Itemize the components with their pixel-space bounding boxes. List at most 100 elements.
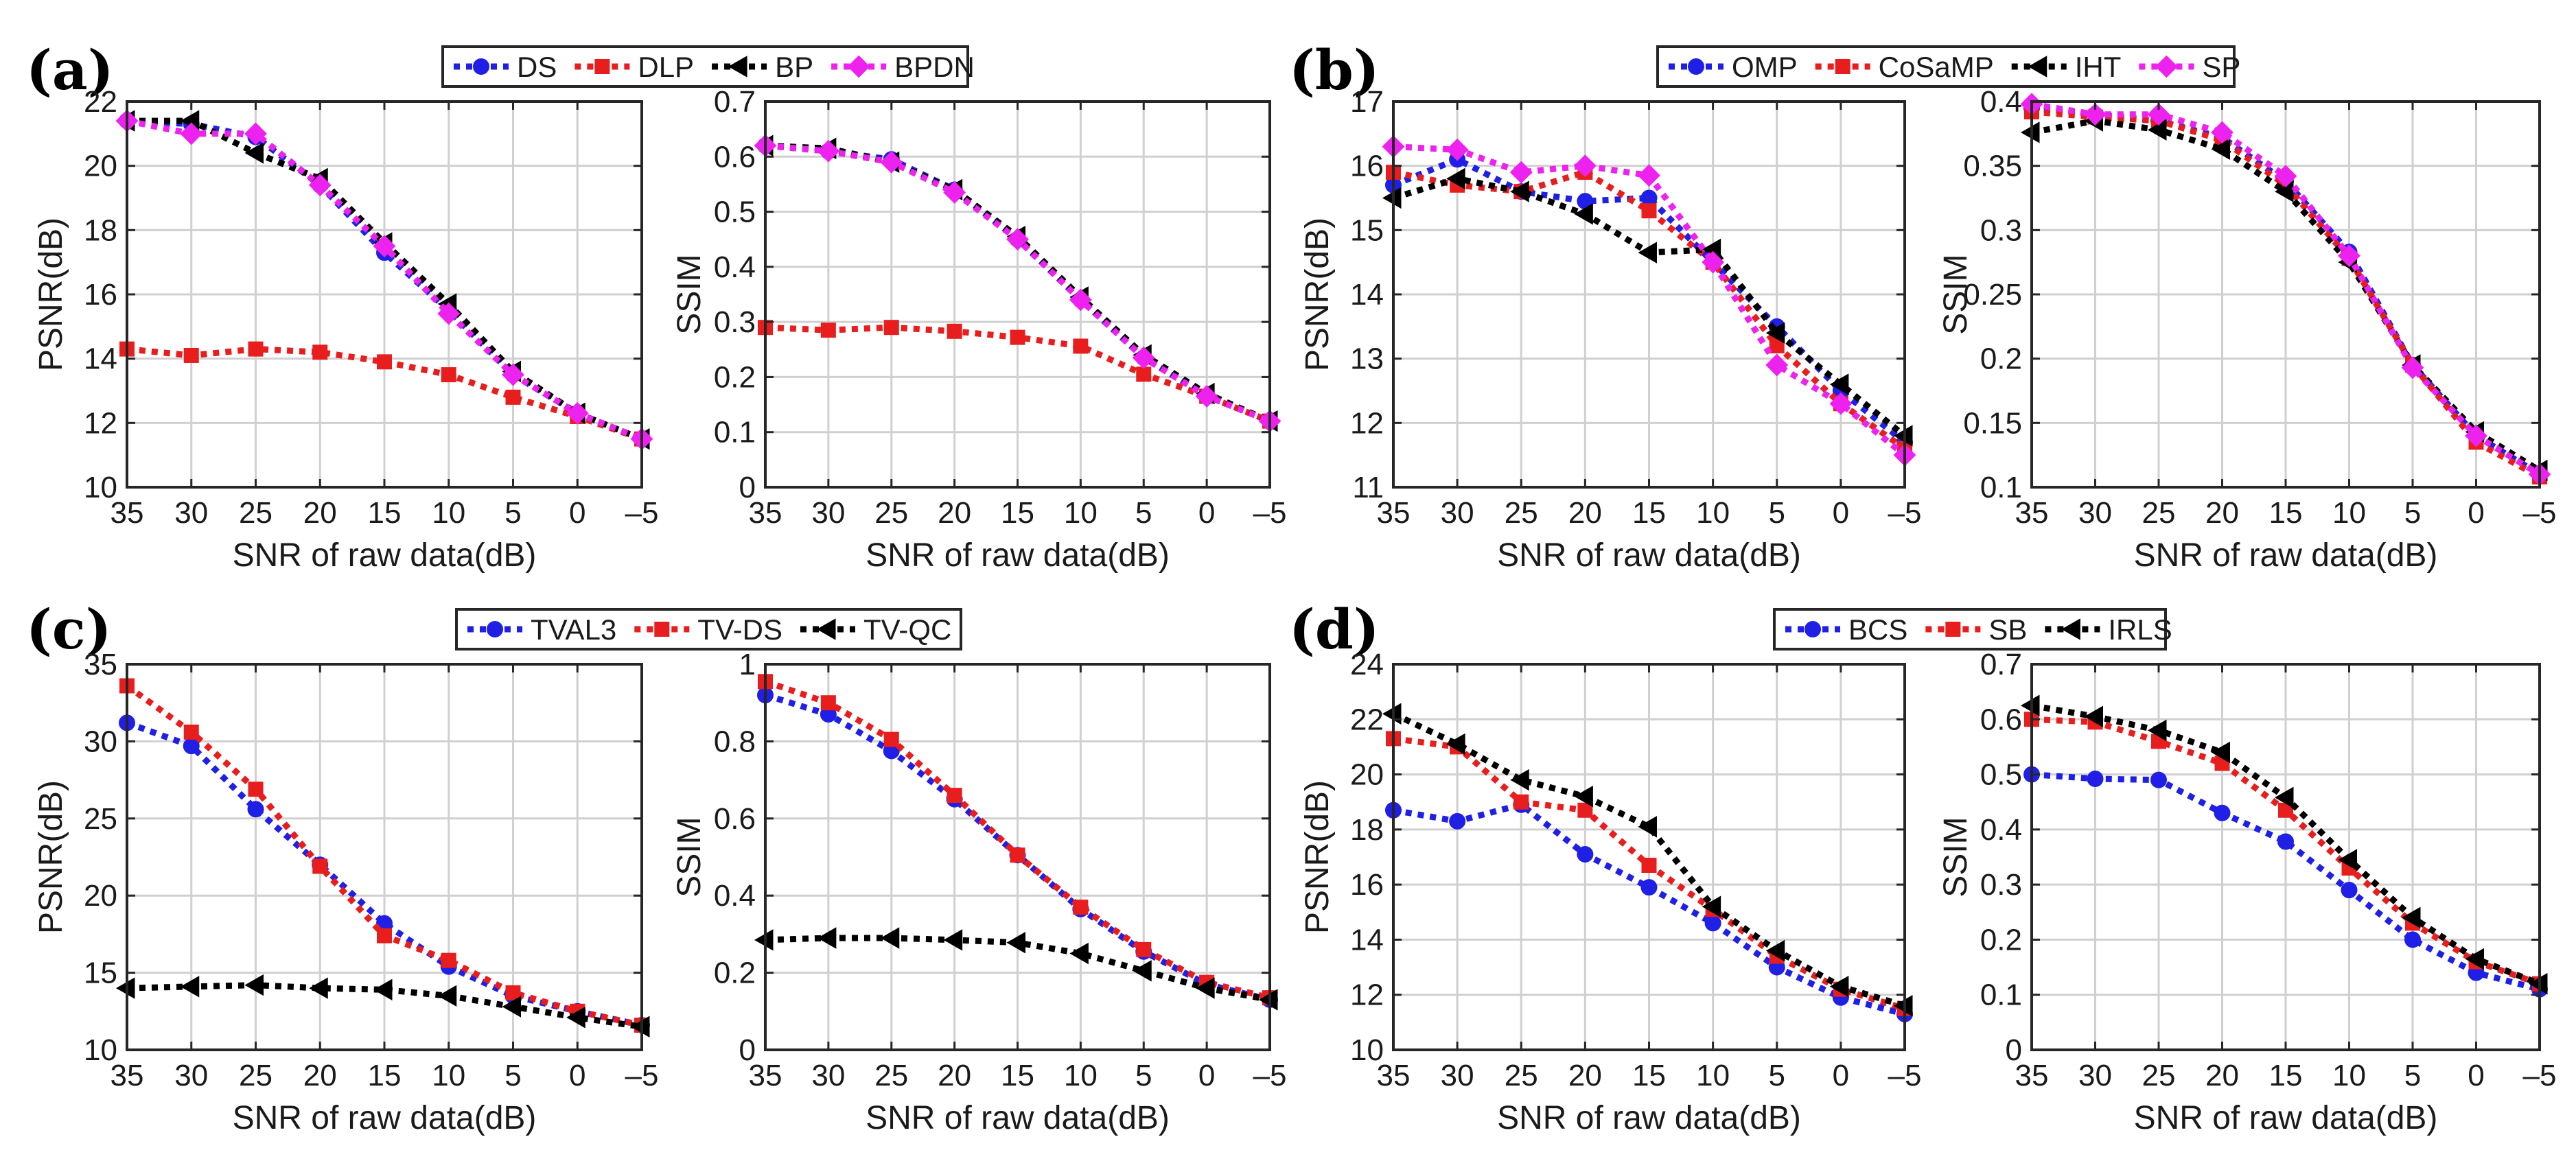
x-tick-label: 35 (2015, 1059, 2049, 1092)
x-axis-label: SNR of raw data(dB) (233, 1100, 537, 1136)
data-point-tv-ds (820, 695, 836, 711)
data-point-tv-qc (817, 927, 837, 949)
x-tick-label: 20 (2205, 1059, 2239, 1092)
x-tick-label: 10 (1696, 496, 1730, 530)
x-tick-label: 35 (2015, 496, 2049, 530)
x-tick-label: 30 (2078, 1059, 2112, 1092)
y-tick-label: 0.2 (1980, 342, 2022, 376)
data-point-omp (1640, 189, 1658, 207)
legend-label-ds: DS (517, 51, 557, 83)
legend-marker-bpdn (847, 55, 870, 78)
data-point-tv-ds (883, 731, 899, 747)
x-tick-label: 25 (239, 496, 272, 530)
y-tick-label: 0.25 (1963, 278, 2022, 312)
data-point-bpdn (244, 122, 267, 145)
data-point-iht (1574, 203, 1593, 225)
y-tick-label: 0.1 (714, 416, 756, 449)
y-tick-label: 0.35 (1963, 150, 2022, 183)
data-point-tv-ds (248, 782, 264, 797)
y-tick-label: 0.4 (1980, 813, 2022, 847)
y-tick-label: 14 (1350, 923, 1384, 957)
y-tick-label: 0 (739, 1033, 756, 1067)
x-tick-label: 15 (2269, 496, 2303, 530)
data-point-sb (1577, 802, 1593, 818)
y-tick-label: 20 (84, 879, 117, 913)
data-point-iht (1765, 322, 1785, 344)
series-line-irls (1392, 711, 1906, 1009)
x-tick-label: 0 (1198, 496, 1215, 530)
data-point-tv-ds (505, 985, 521, 1000)
x-tick-label: 35 (111, 496, 144, 530)
data-point-sp (1765, 353, 1789, 377)
data-point-sp (1638, 164, 1660, 187)
legend-label-tv-qc: TV-QC (863, 613, 951, 646)
legend: TVAL3 TV-DS TV-QC (455, 608, 962, 651)
data-point-tv-ds (947, 788, 962, 804)
data-point-bcs (2214, 804, 2231, 821)
y-axis-label: SSIM (671, 254, 708, 334)
y-tick-label: 0.2 (1980, 923, 2022, 957)
data-point-bpdn (373, 235, 396, 258)
legend: DS DLP BP BPDN (441, 45, 975, 88)
data-point-bpdn (1069, 288, 1092, 312)
x-tick-label: 30 (811, 496, 845, 530)
data-point-iht (1446, 167, 1465, 190)
y-axis-label: PSNR(dB) (33, 780, 69, 934)
x-tick-label: 5 (2404, 496, 2421, 530)
y-tick-label: 0.3 (714, 305, 756, 339)
y-tick-label: 35 (84, 648, 117, 681)
legend-box (1773, 608, 2167, 651)
y-tick-label: 0.3 (1980, 868, 2022, 902)
data-point-irls (1574, 785, 1593, 808)
legend-marker-bp (728, 56, 747, 78)
y-tick-label: 24 (1350, 648, 1384, 681)
data-point-bcs (1640, 879, 1658, 896)
x-tick-label: 25 (2142, 1059, 2176, 1092)
legend-marker-irls (2061, 618, 2080, 640)
y-axis-label: PSNR(dB) (1299, 218, 1336, 371)
legend: BCS SB IRLS (1773, 608, 2172, 651)
x-tick-label: 0 (2468, 1059, 2484, 1092)
data-point-irls (2084, 705, 2103, 727)
y-axis-label: PSNR(dB) (1299, 780, 1336, 934)
x-tick-label: 20 (2205, 496, 2239, 530)
y-tick-label: 20 (84, 150, 117, 183)
data-point-bcs (1577, 845, 1594, 863)
x-tick-label: 10 (432, 496, 465, 530)
data-point-bpdn (502, 363, 524, 386)
data-point-tv-qc (880, 927, 900, 949)
y-tick-label: 0.6 (1980, 703, 2022, 736)
legend-marker-tv-qc (816, 618, 836, 640)
data-point-tv-qc (244, 974, 264, 996)
y-tick-label: 0.8 (714, 725, 756, 758)
y-tick-label: 0.6 (714, 140, 756, 174)
data-point-tv-qc (180, 976, 200, 998)
data-point-dlp (505, 389, 521, 405)
chart-5: 35 30 25 20 15 10 5 0 –5 0 0.2 0.4 0.6 0.8 1 SNR of raw… (671, 648, 1286, 1136)
y-tick-label: 0.7 (714, 85, 756, 119)
x-tick-label: 5 (504, 496, 521, 530)
data-point-iht (2211, 138, 2230, 161)
y-tick-label: 0.5 (714, 196, 756, 229)
y-tick-label: 0.4 (1980, 85, 2022, 119)
x-tick-label: 0 (1198, 1059, 1215, 1092)
y-tick-label: 0.6 (714, 802, 756, 836)
data-point-tv-ds (312, 858, 328, 874)
series-line-omp (2031, 104, 2542, 478)
data-point-tval3 (247, 801, 264, 818)
y-tick-label: 22 (1350, 703, 1384, 736)
data-point-dlp (947, 323, 962, 339)
legend-marker-tv-ds (654, 622, 670, 637)
x-tick-label: 20 (938, 496, 971, 530)
y-tick-label: 13 (1350, 342, 1384, 376)
data-point-bcs (2341, 882, 2358, 899)
x-tick-label: –5 (625, 496, 659, 530)
x-tick-label: 20 (938, 1059, 971, 1092)
data-point-iht (1638, 242, 1657, 263)
y-tick-label: 10 (1350, 1033, 1384, 1067)
data-point-bcs (1704, 915, 1721, 932)
x-tick-label: 0 (1833, 1059, 1849, 1092)
data-point-tv-ds (441, 952, 456, 968)
